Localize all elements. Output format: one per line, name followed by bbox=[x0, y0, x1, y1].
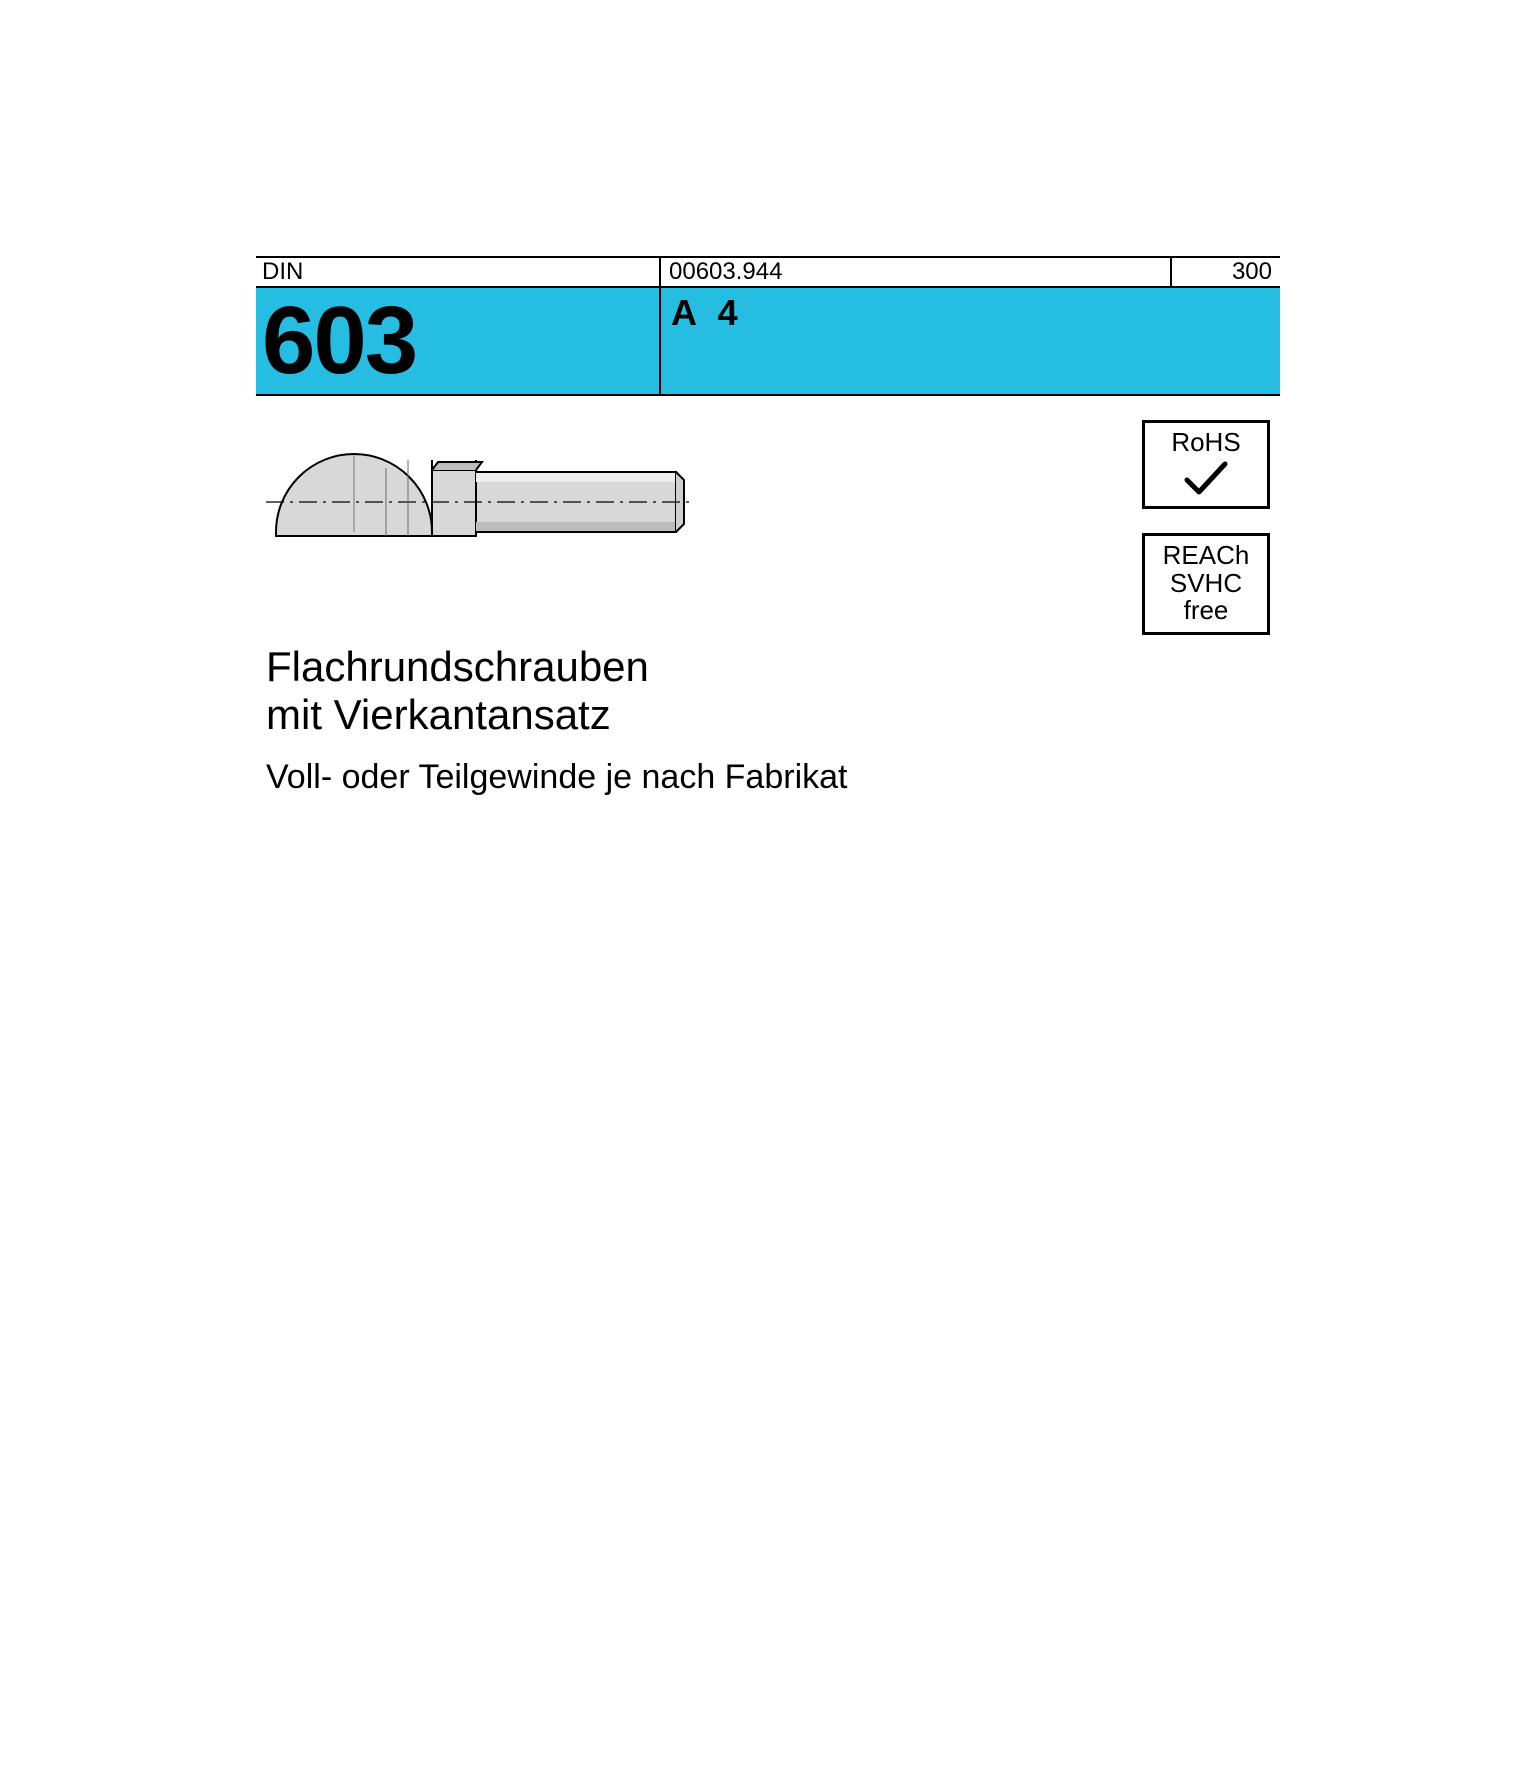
header-row: DIN 00603.944 300 bbox=[256, 256, 1280, 288]
compliance-badges: RoHS REACh SVHC free bbox=[1142, 420, 1270, 635]
desc-line-2: mit Vierkantansatz bbox=[266, 691, 1270, 739]
reach-label-3: free bbox=[1149, 597, 1263, 624]
article-code: 00603.944 bbox=[661, 258, 1170, 286]
rohs-badge: RoHS bbox=[1142, 420, 1270, 509]
material-grade: A 4 bbox=[661, 288, 1280, 394]
page-number: 300 bbox=[1170, 258, 1280, 286]
rohs-label: RoHS bbox=[1149, 429, 1263, 456]
standard-label: DIN bbox=[256, 258, 661, 286]
checkmark-icon bbox=[1181, 458, 1231, 498]
content-area: RoHS REACh SVHC free Flachrundschrauben … bbox=[256, 396, 1280, 807]
datasheet-card: DIN 00603.944 300 603 A 4 bbox=[256, 256, 1280, 1280]
desc-line-3: Voll- oder Teilgewinde je nach Fabrikat bbox=[266, 758, 1270, 797]
reach-badge: REACh SVHC free bbox=[1142, 533, 1270, 635]
bolt-illustration bbox=[266, 422, 1270, 587]
din-number: 603 bbox=[256, 288, 661, 394]
description-block: Flachrundschrauben mit Vierkantansatz Vo… bbox=[266, 643, 1270, 797]
reach-label-2: SVHC bbox=[1149, 570, 1263, 597]
reach-label-1: REACh bbox=[1149, 542, 1263, 569]
title-row: 603 A 4 bbox=[256, 288, 1280, 396]
desc-line-1: Flachrundschrauben bbox=[266, 643, 1270, 691]
